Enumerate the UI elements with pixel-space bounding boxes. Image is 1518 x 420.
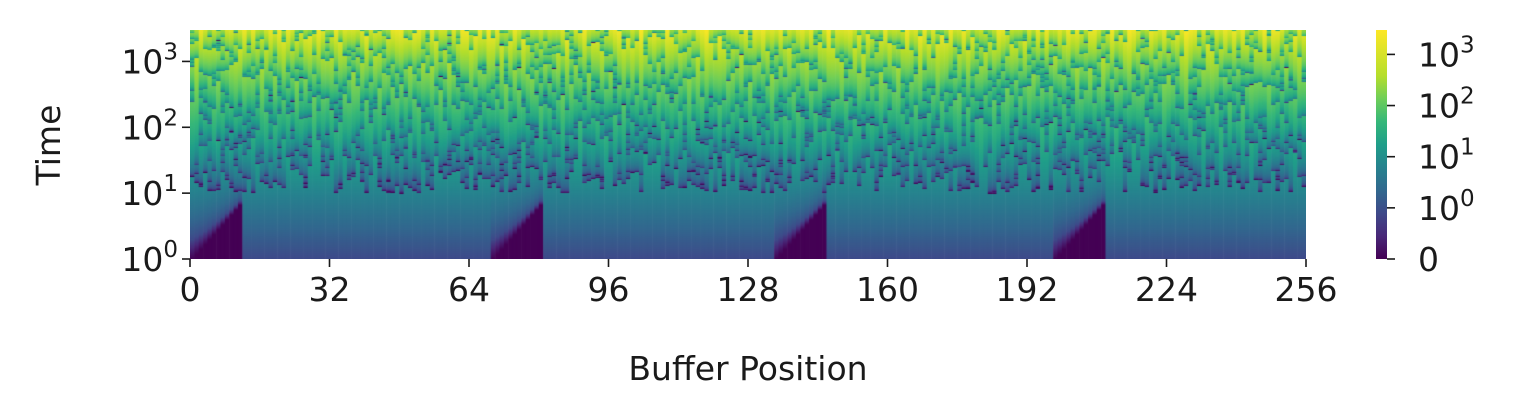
- y-axis-label: Time: [29, 105, 68, 187]
- y-tick-label: 103: [121, 39, 178, 81]
- heatmap-plot-area: [190, 30, 1306, 259]
- x-tick-label: 0: [180, 270, 201, 309]
- colorbar-tick-label: 101: [1418, 135, 1475, 177]
- y-tick-label: 102: [121, 105, 178, 147]
- colorbar: 0 100 101 102 103: [1376, 30, 1475, 279]
- x-tick-label: 160: [856, 270, 919, 309]
- x-axis-label: Buffer Position: [628, 349, 867, 388]
- x-tick-label: 128: [717, 270, 780, 309]
- x-tick-label: 192: [996, 270, 1059, 309]
- x-tick-label: 224: [1135, 270, 1198, 309]
- y-tick-label: 101: [121, 171, 178, 213]
- y-axis: 100 101 102 103: [121, 39, 190, 279]
- y-tick-label: 100: [121, 237, 178, 279]
- colorbar-tick-label: 102: [1418, 84, 1475, 126]
- x-tick-label: 96: [588, 270, 630, 309]
- colorbar-tick-label: 0: [1418, 240, 1439, 279]
- heatmap-cells: [190, 30, 1306, 259]
- colorbar-tick-label: 103: [1418, 32, 1475, 74]
- x-tick-label: 256: [1275, 270, 1338, 309]
- colorbar-strip: [1376, 30, 1387, 259]
- x-axis: 0 32 64 96 128 160 192 224 256: [180, 259, 1338, 309]
- x-tick-label: 64: [448, 270, 490, 309]
- colorbar-tick-label: 100: [1418, 186, 1475, 228]
- x-tick-label: 32: [309, 270, 351, 309]
